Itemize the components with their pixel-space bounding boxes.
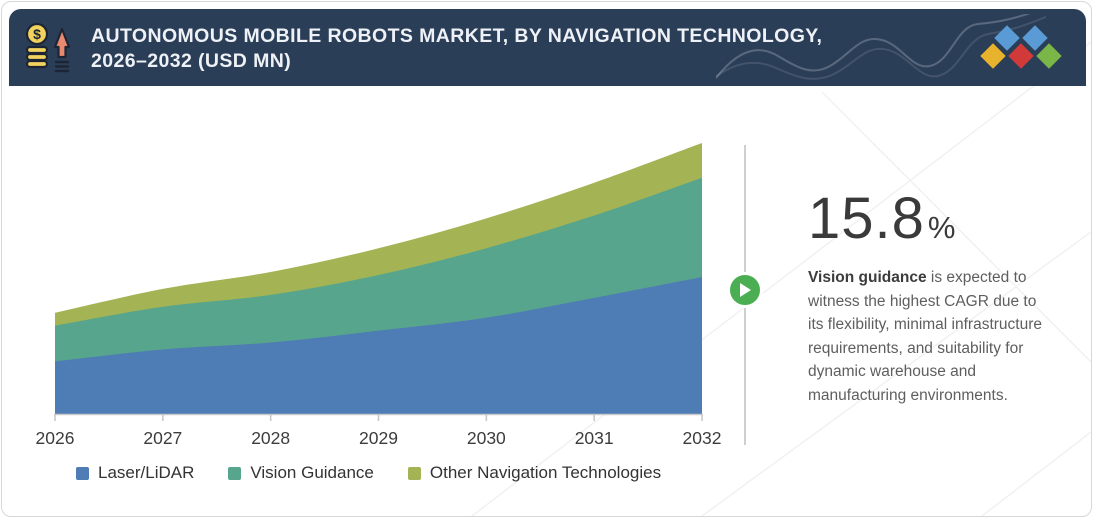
- chart-legend: Laser/LiDAR Vision Guidance Other Naviga…: [76, 463, 661, 483]
- svg-text:$: $: [33, 26, 41, 42]
- page-title-line1: AUTONOMOUS MOBILE ROBOTS MARKET, BY NAVI…: [91, 25, 823, 47]
- diamonds-logo: [980, 25, 1062, 69]
- percent-sign: %: [927, 210, 956, 245]
- legend-label: Vision Guidance: [250, 463, 374, 482]
- coins-growth-icon: $: [25, 22, 71, 73]
- cagr-description-rest: is expected to witness the highest CAGR …: [808, 269, 1042, 404]
- x-tick-label: 2030: [467, 428, 506, 448]
- cagr-description: Vision guidance is expected to witness t…: [808, 266, 1050, 407]
- wave-decoration: [716, 14, 1046, 80]
- cagr-highlight-block: 15.8 % Vision guidance is expected to wi…: [808, 188, 1056, 407]
- legend-item-other-nav: Other Navigation Technologies: [407, 463, 662, 483]
- play-icon[interactable]: [727, 272, 763, 308]
- vision-guidance-swatch-icon: [228, 466, 242, 480]
- market-area-chart: 2026 2027 2028 2029 2030 2031 2032: [36, 143, 722, 448]
- cagr-value: 15.8: [808, 186, 925, 251]
- area-band-laser-lidar: [55, 277, 702, 414]
- laser-lidar-swatch-icon: [76, 466, 89, 480]
- legend-label: Laser/LiDAR: [98, 463, 195, 482]
- cagr-value-row: 15.8 %: [808, 188, 1056, 250]
- x-tick-label: 2026: [36, 428, 75, 448]
- legend-label: Other Navigation Technologies: [429, 463, 662, 482]
- x-tick-label: 2032: [683, 428, 722, 448]
- page-title-line2: 2026–2032 (USD MN): [91, 50, 292, 72]
- legend-item-laser-lidar: Laser/LiDAR: [76, 463, 194, 483]
- x-tick-label: 2031: [575, 428, 614, 448]
- x-tick-label: 2028: [251, 428, 290, 448]
- page-title: AUTONOMOUS MOBILE ROBOTS MARKET, BY NAVI…: [91, 24, 822, 74]
- x-tick-label: 2029: [359, 428, 398, 448]
- header-bar: $ AUTONOMOUS MOBILE ROBOTS MARKET, BY NA…: [9, 9, 1086, 86]
- cagr-description-bold: Vision guidance: [808, 269, 927, 286]
- x-axis: [54, 413, 703, 421]
- other-nav-swatch-icon: [407, 466, 421, 480]
- legend-item-vision-guidance: Vision Guidance: [228, 463, 374, 483]
- x-tick-label: 2027: [143, 428, 182, 448]
